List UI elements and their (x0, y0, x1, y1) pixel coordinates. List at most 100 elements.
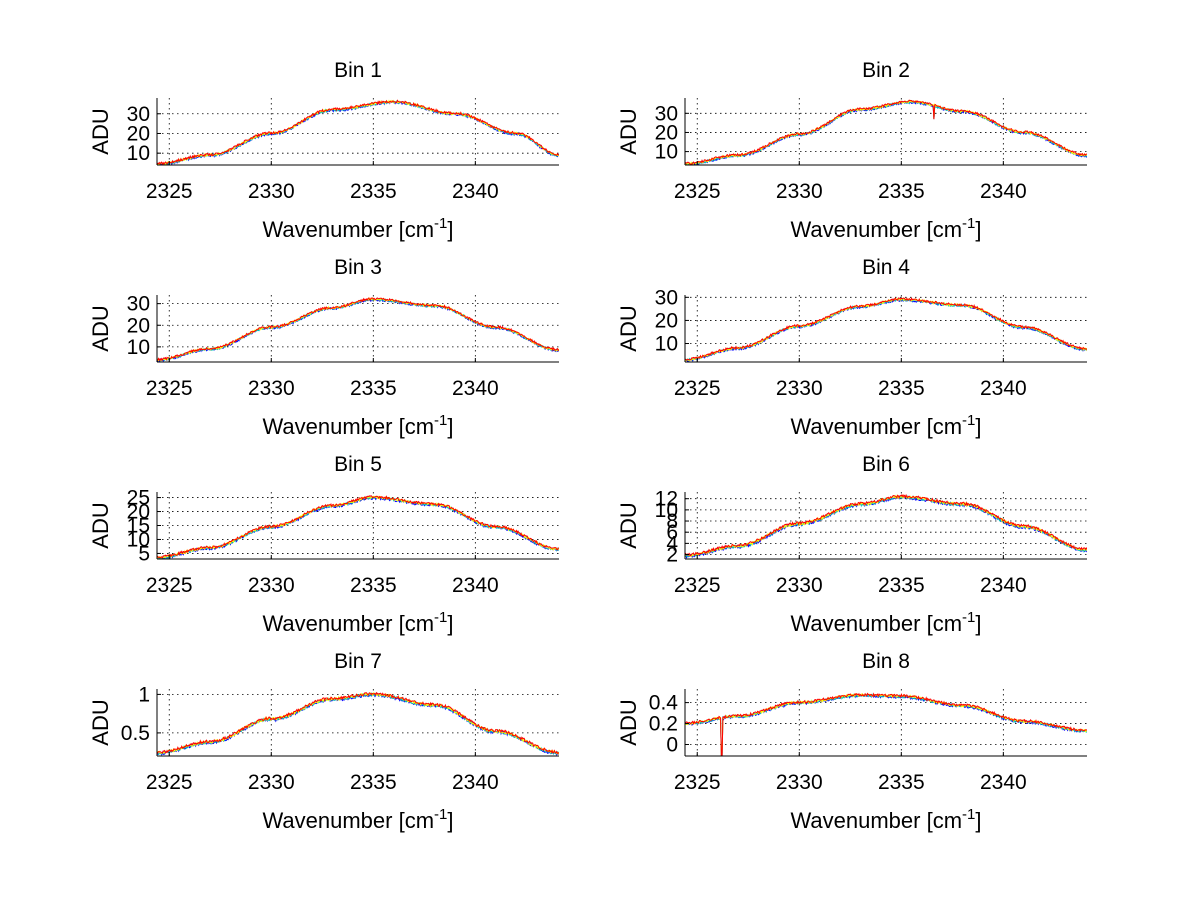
x-tick-label: 2335 (878, 180, 925, 203)
y-tick-label: 30 (655, 286, 678, 309)
y-tick-label: 20 (655, 121, 678, 144)
x-tick-label: 2335 (878, 574, 925, 597)
subplot-title: Bin 4 (862, 256, 910, 279)
x-tick-label: 2325 (674, 377, 721, 400)
subplot-bin-7: Bin 7 2325 2330 2335 2340 0.5 1 Wavenumber [cm-… (88, 650, 559, 833)
x-axis-label: Wavenumber [cm-1] (790, 215, 981, 242)
subplot-title: Bin 6 (862, 453, 910, 476)
y-tick-label: 12 (655, 488, 678, 511)
series-group (157, 297, 559, 362)
x-tick-label: 2340 (452, 377, 499, 400)
series-line-4 (685, 493, 1087, 557)
y-tick-label: 30 (127, 293, 150, 316)
y-tick-label: 6 (666, 521, 678, 544)
x-tick-label: 2330 (776, 180, 823, 203)
x-tick-label: 2325 (674, 771, 721, 794)
series-group (685, 493, 1087, 559)
x-tick-label: 2340 (980, 180, 1027, 203)
x-tick-label: 2340 (452, 771, 499, 794)
subplot-title: Bin 1 (334, 59, 382, 82)
y-tick-label: 10 (127, 336, 150, 359)
y-tick-label: 10 (127, 142, 150, 165)
series-group (157, 495, 559, 559)
y-tick-label: 2 (666, 544, 678, 567)
y-axis-label: ADU (616, 502, 641, 548)
x-tick-label: 2325 (146, 377, 193, 400)
series-line-4 (685, 99, 1087, 165)
x-axis-label: Wavenumber [cm-1] (262, 215, 453, 242)
x-tick-label: 2325 (146, 574, 193, 597)
subplot-title: Bin 5 (334, 453, 382, 476)
y-tick-label: 10 (655, 141, 678, 164)
y-tick-label: 10 (655, 499, 678, 522)
y-tick-label: 0.2 (649, 713, 678, 736)
series-group (157, 691, 559, 756)
y-tick-label: 25 (127, 487, 150, 510)
x-axis-label: Wavenumber [cm-1] (790, 609, 981, 636)
y-axis-label: ADU (616, 305, 641, 351)
x-axis-label: Wavenumber [cm-1] (790, 806, 981, 833)
y-axis-label: ADU (616, 108, 641, 154)
x-axis-label: Wavenumber [cm-1] (262, 412, 453, 439)
x-tick-label: 2325 (146, 771, 193, 794)
series-line-4 (685, 692, 1087, 756)
x-tick-label: 2325 (146, 180, 193, 203)
x-tick-label: 2330 (776, 377, 823, 400)
x-tick-label: 2340 (980, 574, 1027, 597)
y-tick-label: 4 (666, 532, 678, 555)
y-tick-label: 10 (655, 333, 678, 356)
x-tick-label: 2335 (350, 377, 397, 400)
y-tick-label: 20 (127, 122, 150, 145)
x-tick-label: 2335 (350, 771, 397, 794)
x-axis-label: Wavenumber [cm-1] (262, 609, 453, 636)
series-line-4 (157, 297, 559, 362)
series-group (685, 692, 1087, 756)
y-tick-label: 0.4 (649, 692, 679, 715)
x-tick-label: 2325 (674, 180, 721, 203)
y-axis-label: ADU (88, 502, 113, 548)
x-tick-label: 2335 (350, 180, 397, 203)
y-tick-label: 20 (655, 309, 678, 332)
series-line-4 (157, 691, 559, 755)
y-tick-label: 5 (138, 542, 150, 565)
series-group (685, 297, 1087, 362)
x-tick-label: 2330 (248, 180, 295, 203)
subplot-title: Bin 8 (862, 650, 910, 673)
x-tick-label: 2330 (248, 771, 295, 794)
x-tick-label: 2340 (980, 377, 1027, 400)
y-tick-label: 1 (138, 683, 150, 706)
x-tick-label: 2335 (878, 771, 925, 794)
x-tick-label: 2340 (980, 771, 1027, 794)
y-tick-label: 20 (127, 314, 150, 337)
x-tick-label: 2330 (248, 574, 295, 597)
y-tick-label: 10 (127, 528, 150, 551)
subplot-title: Bin 7 (334, 650, 382, 673)
y-tick-label: 15 (127, 515, 150, 538)
y-tick-label: 30 (127, 103, 150, 126)
x-tick-label: 2335 (878, 377, 925, 400)
x-tick-label: 2340 (452, 574, 499, 597)
x-tick-label: 2330 (248, 377, 295, 400)
series-line-4 (157, 495, 559, 559)
x-tick-label: 2330 (776, 574, 823, 597)
y-tick-label: 20 (127, 501, 150, 524)
series-line-4 (685, 297, 1087, 361)
y-axis-label: ADU (88, 108, 113, 154)
y-axis-label: ADU (88, 699, 113, 745)
y-tick-label: 8 (666, 510, 678, 533)
x-tick-label: 2340 (452, 180, 499, 203)
x-tick-label: 2325 (674, 574, 721, 597)
x-axis-label: Wavenumber [cm-1] (790, 412, 981, 439)
y-tick-label: 30 (655, 102, 678, 125)
x-tick-label: 2330 (776, 771, 823, 794)
series-line-4 (157, 99, 559, 165)
subplot-title: Bin 2 (862, 59, 910, 82)
y-tick-label: 0 (666, 733, 678, 756)
